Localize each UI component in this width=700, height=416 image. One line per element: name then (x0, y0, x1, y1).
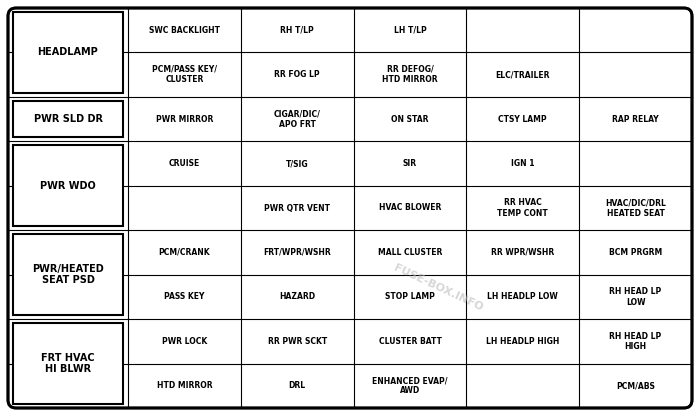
Text: PASS KEY: PASS KEY (164, 292, 204, 301)
FancyBboxPatch shape (8, 8, 692, 408)
Text: ENHANCED EVAP/
AWD: ENHANCED EVAP/ AWD (372, 376, 448, 396)
Text: ON STAR: ON STAR (391, 115, 428, 124)
Bar (13, 323, 123, 404)
Bar (13, 145, 123, 226)
Text: RR DEFOG/
HTD MIRROR: RR DEFOG/ HTD MIRROR (382, 65, 438, 84)
Text: LH HEADLP HIGH: LH HEADLP HIGH (486, 337, 559, 346)
Bar (13, 12, 123, 93)
Text: BCM PRGRM: BCM PRGRM (609, 248, 662, 257)
Text: HAZARD: HAZARD (279, 292, 315, 301)
Text: RH T/LP: RH T/LP (280, 26, 314, 35)
Text: PWR QTR VENT: PWR QTR VENT (264, 203, 330, 213)
Text: PCM/PASS KEY/
CLUSTER: PCM/PASS KEY/ CLUSTER (152, 65, 217, 84)
Text: LH T/LP: LH T/LP (393, 26, 426, 35)
Text: FRT HVAC
HI BLWR: FRT HVAC HI BLWR (41, 353, 94, 374)
Text: PWR WDO: PWR WDO (40, 181, 96, 191)
Text: PWR LOCK: PWR LOCK (162, 337, 207, 346)
Text: RR WPR/WSHR: RR WPR/WSHR (491, 248, 554, 257)
Text: STOP LAMP: STOP LAMP (385, 292, 435, 301)
Text: RH HEAD LP
HIGH: RH HEAD LP HIGH (610, 332, 662, 351)
Text: HVAC/DIC/DRL
HEATED SEAT: HVAC/DIC/DRL HEATED SEAT (606, 198, 666, 218)
Text: DRL: DRL (288, 381, 306, 390)
Text: CLUSTER BATT: CLUSTER BATT (379, 337, 442, 346)
Bar (13, 234, 123, 315)
Text: HEADLAMP: HEADLAMP (38, 47, 99, 57)
Text: PWR MIRROR: PWR MIRROR (155, 115, 213, 124)
Text: LH HEADLP LOW: LH HEADLP LOW (487, 292, 558, 301)
Text: MALL CLUSTER: MALL CLUSTER (378, 248, 442, 257)
Text: FUSE-BOX.INFO: FUSE-BOX.INFO (392, 263, 484, 313)
Text: PCM/CRANK: PCM/CRANK (159, 248, 210, 257)
Text: HTD MIRROR: HTD MIRROR (157, 381, 212, 390)
Text: RAP RELAY: RAP RELAY (612, 115, 659, 124)
Text: RR PWR SCKT: RR PWR SCKT (267, 337, 327, 346)
Text: SWC BACKLIGHT: SWC BACKLIGHT (149, 26, 220, 35)
Bar (13, 101, 123, 137)
Text: CIGAR/DIC/
APO FRT: CIGAR/DIC/ APO FRT (274, 109, 321, 129)
Text: RR FOG LP: RR FOG LP (274, 70, 320, 79)
Text: HVAC BLOWER: HVAC BLOWER (379, 203, 441, 213)
Text: IGN 1: IGN 1 (511, 159, 535, 168)
Text: SIR: SIR (403, 159, 417, 168)
Text: RH HEAD LP
LOW: RH HEAD LP LOW (610, 287, 662, 307)
Text: ELC/TRAILER: ELC/TRAILER (496, 70, 550, 79)
Text: FRT/WPR/WSHR: FRT/WPR/WSHR (263, 248, 331, 257)
Text: RR HVAC
TEMP CONT: RR HVAC TEMP CONT (498, 198, 548, 218)
Text: PWR/HEATED
SEAT PSD: PWR/HEATED SEAT PSD (32, 264, 104, 285)
Text: PWR SLD DR: PWR SLD DR (34, 114, 102, 124)
Text: CRUISE: CRUISE (169, 159, 200, 168)
Text: CTSY LAMP: CTSY LAMP (498, 115, 547, 124)
Text: T/SIG: T/SIG (286, 159, 309, 168)
Text: PCM/ABS: PCM/ABS (616, 381, 655, 390)
